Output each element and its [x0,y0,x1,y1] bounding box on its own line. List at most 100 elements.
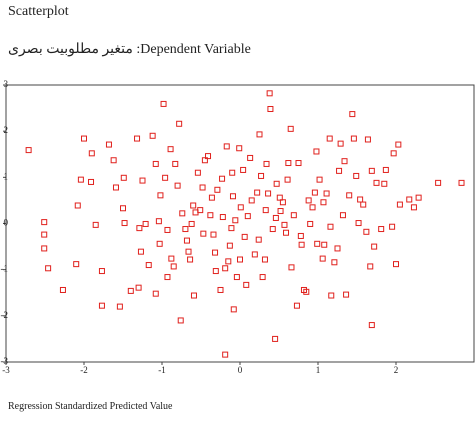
point [281,221,288,228]
point [134,135,141,142]
point [207,212,214,219]
point [390,150,397,157]
point [273,180,280,187]
point [241,233,248,240]
point [298,241,305,248]
point [346,192,353,199]
subtitle-text: Dependent Variable: متغیر مطلوبیت بصری [8,42,251,57]
point [243,281,250,288]
point [41,245,48,252]
point [395,141,402,148]
point [164,274,171,281]
y-tick-label: 1 [4,171,9,181]
point [353,172,360,179]
point [45,265,52,272]
point [410,204,417,211]
point [368,167,375,174]
point [254,189,261,196]
point [435,179,442,186]
point [145,262,152,269]
point [152,160,159,167]
point [373,179,380,186]
point [149,132,156,139]
point [142,220,149,227]
point [155,218,162,225]
point [251,251,258,258]
point [230,306,237,313]
point [112,184,119,191]
point [343,291,350,298]
point [212,249,219,256]
point [162,174,169,181]
point [263,160,270,167]
point [217,286,224,293]
point [176,120,183,127]
point [396,201,403,208]
point [41,219,48,226]
point [272,335,279,342]
point [236,145,243,152]
point [368,322,375,329]
point [363,228,370,235]
point [248,197,255,204]
point [334,245,341,252]
point [77,176,84,183]
point [261,256,268,263]
point [256,131,263,138]
point [41,231,48,238]
point [105,141,112,148]
point [135,284,142,291]
point [179,210,186,217]
point [73,261,80,268]
point [393,261,399,268]
point [199,184,206,191]
point [214,186,221,193]
point [205,153,212,160]
point [237,204,244,211]
point [229,169,236,176]
point [201,157,208,164]
point [225,258,232,265]
point [313,148,320,155]
point [137,248,144,255]
point [116,303,123,310]
point [157,192,164,199]
subtitle: Dependent Variable: متغیر مطلوبیت بصری [8,41,251,58]
point [378,226,385,233]
y-tick-label: 2 [4,125,9,135]
point [367,263,374,270]
point [190,292,197,299]
point [339,212,346,219]
x-tick-label: 2 [394,365,399,375]
point [288,264,295,271]
point [382,166,389,173]
point [168,255,175,262]
point [244,213,251,220]
point [326,135,333,142]
point [110,157,117,164]
point [177,317,184,324]
point [258,172,265,179]
point [232,217,239,224]
point [247,154,254,161]
point [349,111,356,118]
point [327,223,334,230]
point [266,90,273,97]
point [139,177,146,184]
point [287,125,294,132]
point [212,268,219,275]
point [276,194,283,201]
point [237,256,243,263]
point [136,225,143,232]
point [81,135,87,142]
point [210,231,217,238]
point [314,240,321,247]
point [240,166,247,173]
point [406,196,413,203]
point [350,135,357,142]
point [223,143,230,150]
point [219,214,226,221]
y-tick-label: -1 [1,264,9,274]
point [174,182,181,189]
